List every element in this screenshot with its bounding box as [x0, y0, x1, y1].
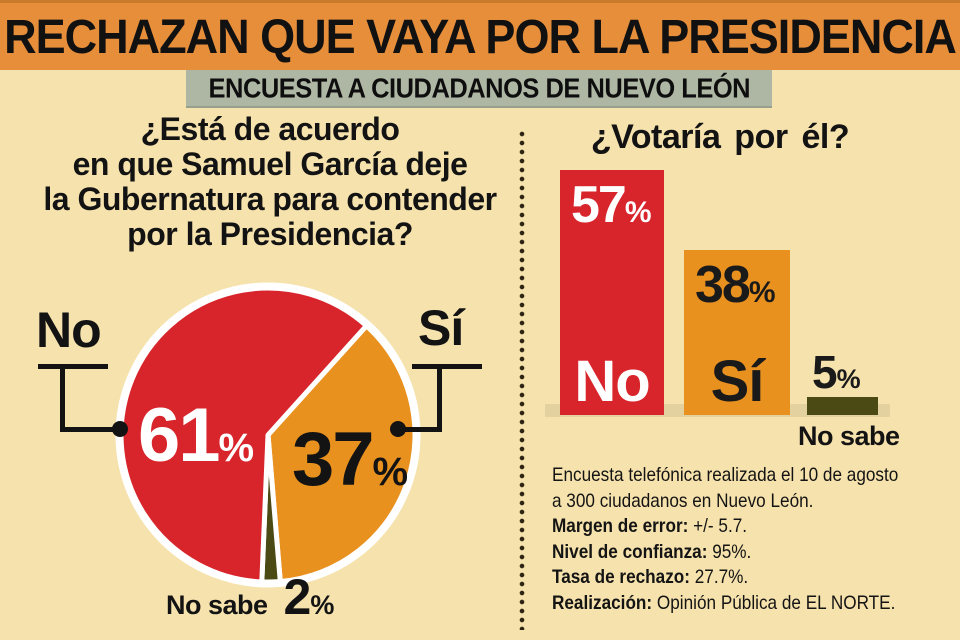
callout-si-dot — [390, 421, 406, 437]
margin-error-value: +/- 5.7. — [688, 515, 748, 537]
methodology-note: Encuesta telefónica realizada el 10 de a… — [552, 463, 930, 616]
bar-no-sabe — [807, 397, 878, 415]
confidence-label: Nivel de confianza: — [552, 540, 708, 563]
bar-no-label: No — [574, 349, 650, 414]
dotted-divider — [519, 130, 525, 630]
bar-no-sabe-number: 5 — [812, 346, 838, 398]
methodology-author: Realización: Opinión Pública de EL NORTE… — [552, 591, 930, 617]
subheader-text: ENCUESTA A CIUDADANOS DE NUEVO LEÓN — [208, 71, 750, 104]
confidence-value: 95%. — [707, 540, 752, 563]
bar-si-label: Sí — [710, 349, 765, 414]
callout-no-hline — [60, 427, 120, 432]
pie-value-no-sabe-number: 2 — [283, 569, 312, 625]
headline: RECHAZAN QUE VAYA POR LA PRESIDENCIA — [4, 8, 957, 64]
callout-no-underline — [38, 364, 108, 369]
margin-error-label: Margen de error: — [552, 515, 689, 537]
bar-no-number: 57 — [571, 176, 627, 234]
pie-label-si: Sí — [418, 300, 464, 356]
bar-si: 38% Sí — [684, 250, 790, 415]
methodology-line-1: Encuesta telefónica realizada el 10 de a… — [552, 464, 899, 486]
callout-no-vline — [60, 364, 65, 432]
methodology-margin-error: Margen de error: +/- 5.7. — [552, 514, 930, 540]
pie-value-no-number: 61 — [138, 393, 221, 478]
bar-no-sabe-percent: % — [836, 364, 861, 394]
rejection-value: 27.7%. — [689, 566, 749, 588]
pie-value-no-percent: % — [218, 426, 255, 470]
author-value: Opinión Pública de EL NORTE. — [652, 591, 896, 614]
subheader-banner: ENCUESTA A CIUDADANOS DE NUEVO LEÓN — [186, 70, 772, 108]
pie-value-no: 61% — [138, 398, 254, 474]
pie-chart — [115, 282, 421, 588]
methodology-rejection: Tasa de rechazo: 27.7%. — [552, 565, 930, 591]
bar-no-sabe-value: 5% — [812, 348, 861, 396]
poll-question: ¿Está de acuerdo en que Samuel García de… — [43, 111, 497, 252]
pie-value-no-sabe-percent: % — [310, 590, 335, 620]
rejection-label: Tasa de rechazo: — [552, 566, 690, 588]
callout-si-hline — [400, 427, 442, 432]
bar-no-sabe-label: No sabe — [798, 421, 900, 451]
pie-label-no-sabe-row: No sabe 2% — [166, 568, 334, 626]
author-label: Realización: — [552, 591, 653, 614]
pie-value-no-sabe: 2% — [284, 568, 335, 626]
pie-label-no-sabe: No sabe — [166, 590, 268, 620]
callout-si-vline — [437, 364, 442, 432]
pie-value-si-number: 37 — [292, 417, 375, 502]
header-band: RECHAZAN QUE VAYA POR LA PRESIDENCIA — [0, 0, 960, 70]
pie-label-no: No — [36, 302, 102, 358]
bar-no: 57% No — [560, 170, 664, 415]
bar-no-percent: % — [624, 196, 652, 229]
callout-no-dot — [112, 421, 128, 437]
bar-no-value: 57% — [571, 178, 652, 232]
methodology-line-2: a 300 ciudadanos en Nuevo León. — [552, 489, 814, 512]
bar-si-value: 38% — [695, 258, 776, 312]
bar-chart-title: ¿Votaría por él? — [590, 118, 850, 156]
pie-value-si: 37% — [292, 422, 408, 498]
pie-value-si-percent: % — [372, 450, 409, 494]
bar-si-number: 38 — [695, 256, 751, 314]
methodology-confidence: Nivel de confianza: 95%. — [552, 540, 930, 566]
bar-si-percent: % — [748, 276, 776, 309]
callout-si-underline — [412, 364, 482, 369]
